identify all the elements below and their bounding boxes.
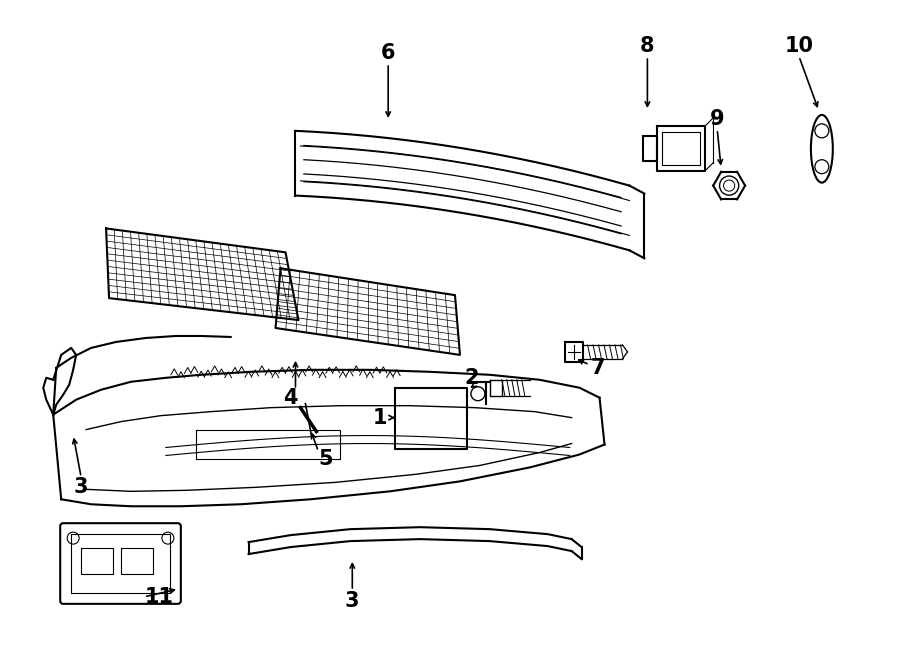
- Text: 4: 4: [284, 388, 298, 408]
- Text: 2: 2: [464, 368, 479, 388]
- Text: 5: 5: [318, 449, 333, 469]
- Text: 8: 8: [640, 36, 654, 56]
- Text: 7: 7: [590, 358, 605, 378]
- Text: 9: 9: [710, 109, 724, 129]
- Text: 3: 3: [74, 477, 88, 497]
- Text: 6: 6: [381, 43, 395, 63]
- Text: 10: 10: [785, 36, 814, 56]
- Text: 3: 3: [345, 591, 360, 611]
- Text: 1: 1: [373, 408, 388, 428]
- Text: 11: 11: [144, 587, 174, 607]
